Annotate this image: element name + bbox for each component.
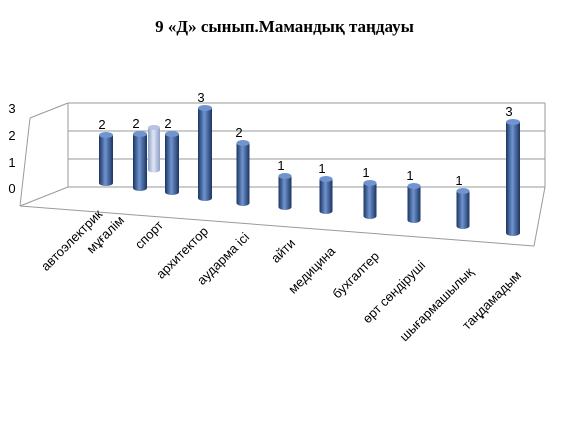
category-label: айти: [268, 236, 298, 266]
data-label: 3: [505, 104, 512, 119]
bar: [198, 105, 212, 201]
bar: [278, 173, 292, 210]
bar: [133, 131, 147, 191]
y-tick-label: 1: [8, 155, 15, 170]
bar: [236, 140, 250, 207]
side-wall-front-edge: [19, 117, 31, 207]
y-tick-label: 2: [8, 128, 15, 143]
bar: [363, 180, 377, 219]
side-wall-top-edge: [29, 102, 69, 119]
data-label: 1: [455, 173, 462, 188]
highlight-bar: [148, 125, 160, 173]
category-label: спорт: [132, 217, 166, 251]
data-label: 1: [277, 158, 284, 173]
chart-title: 9 «Д» сынып.Мамандық таңдауы: [155, 17, 414, 36]
bar: [456, 188, 470, 229]
data-label: 2: [235, 125, 242, 140]
floor-front-edge: [19, 205, 535, 247]
data-label: 1: [362, 165, 369, 180]
data-label: 2: [98, 117, 105, 132]
bar: [319, 176, 333, 214]
floor-right-edge: [533, 186, 546, 247]
data-label: 2: [164, 116, 171, 131]
bar: [99, 132, 113, 186]
bar: [165, 131, 179, 195]
data-label: 2: [132, 116, 139, 131]
data-label: 1: [406, 168, 413, 183]
bar: [506, 119, 520, 236]
y-tick-label: 3: [8, 101, 15, 116]
category-label: бухгалтер: [329, 249, 382, 302]
bar: [407, 183, 421, 223]
data-label: 3: [197, 90, 204, 105]
y-tick-label: 0: [8, 181, 15, 196]
floor-left-edge: [19, 186, 69, 207]
data-label: 1: [318, 161, 325, 176]
